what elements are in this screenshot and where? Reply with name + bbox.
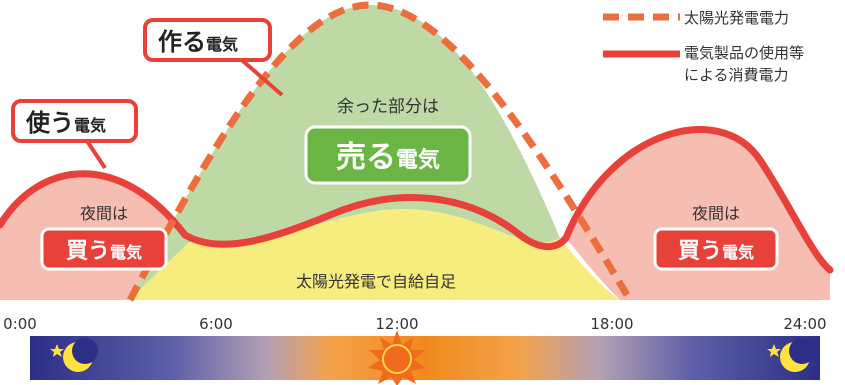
buy-electricity-badge-right [653,227,779,271]
time-tick-24: 24:00 [783,315,826,333]
day-night-bar [30,336,820,380]
make-label: 作る電気 [158,28,238,56]
self-consumption-area [130,209,620,300]
legend-solar-label: 太陽光発電電力 [684,9,789,27]
time-tick-12: 12:00 [375,315,418,333]
consumption-line [0,126,834,274]
sell-electricity-badge [304,125,472,185]
time-tick-18: 18:00 [590,315,633,333]
buy-electricity-badge-left [40,227,168,271]
legend-consumption-label-line2: による消費電力 [684,66,789,84]
make-electricity-callout [143,18,272,62]
self-consumption-label: 太陽光発電で自給自足 [296,272,456,291]
surplus-caption: 余った部分は [337,97,439,117]
sun-icon [368,330,426,385]
use-electricity-callout [11,99,138,143]
buy-label-left: 買う電気 [66,239,142,264]
sell-label: 売る電気 [336,140,440,175]
solar-generation-line [126,1,634,302]
time-tick-6: 6:00 [199,315,233,333]
time-tick-0: 0:00 [3,315,37,333]
moon-star-icon [767,338,815,372]
use-label: 使う電気 [25,109,106,137]
buy-label-right: 買う電気 [678,239,754,264]
moon-star-icon [50,338,98,372]
night-left-caption: 夜間は [80,204,128,223]
night-right-caption: 夜間は [692,204,740,223]
legend-consumption-label-line1: 電気製品の使用等 [684,44,804,62]
